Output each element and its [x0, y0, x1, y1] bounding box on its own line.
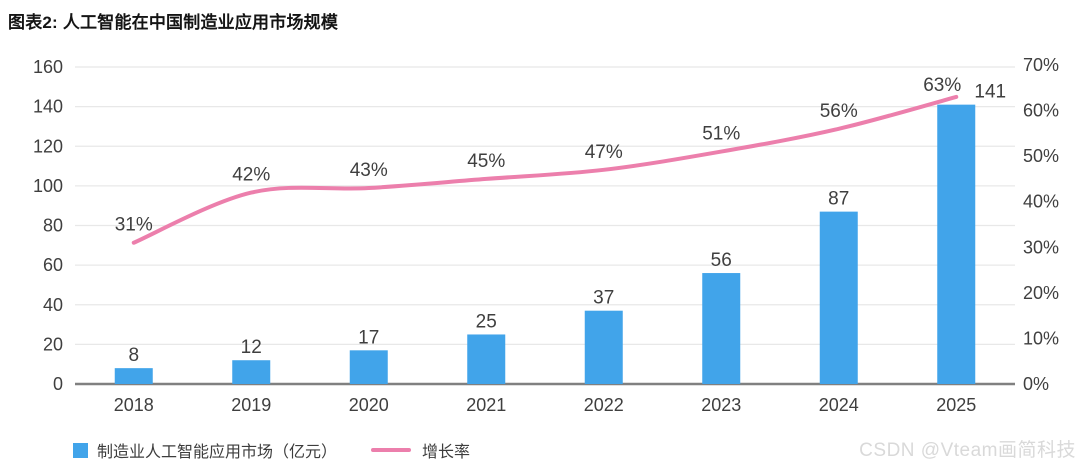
bar-value-label: 56: [711, 250, 732, 271]
bar-value-label: 8: [128, 345, 139, 366]
legend-item-line-series: 增长率: [337, 438, 470, 462]
x-axis-label: 2019: [231, 395, 271, 415]
right-axis-tick: 0%: [1023, 374, 1049, 394]
line-point-label: 51%: [702, 124, 740, 145]
bar-series-swatch-icon: [73, 442, 88, 458]
x-axis-label: 2021: [466, 395, 506, 415]
line-series-swatch-icon: [371, 448, 412, 452]
x-axis-label: 2023: [701, 395, 741, 415]
bar-value-label: 87: [828, 189, 849, 210]
line-point-label: 42%: [232, 165, 270, 186]
line-point-label: 63%: [923, 75, 961, 96]
bar: [584, 310, 623, 384]
legend-item-bar-series: 制造业人工智能应用市场（亿元）: [73, 438, 337, 462]
x-axis-label: 2022: [584, 395, 624, 415]
right-axis-tick: 60%: [1023, 101, 1059, 121]
bar: [114, 368, 153, 384]
line-point-label: 56%: [820, 101, 858, 122]
legend-label-bar-series: 制造业人工智能应用市场（亿元）: [97, 444, 338, 461]
growth-rate-line: [131, 94, 959, 245]
x-axis-label: 2020: [349, 395, 389, 415]
bar: [702, 273, 741, 384]
bar: [937, 104, 976, 385]
bar-value-label: 141: [974, 82, 1006, 103]
left-axis-tick: 60: [43, 255, 63, 275]
line-point-label: 47%: [585, 142, 623, 163]
left-axis-tick: 140: [33, 97, 63, 117]
bar-value-label: 37: [593, 288, 614, 309]
left-axis-tick: 100: [33, 176, 63, 196]
line-point-label: 45%: [467, 151, 505, 172]
chart-legend: 制造业人工智能应用市场（亿元） 增长率: [73, 438, 470, 462]
line-point-label: 31%: [115, 215, 153, 236]
left-axis-tick: 160: [33, 57, 63, 77]
legend-label-line-series: 增长率: [422, 444, 471, 461]
bar: [467, 334, 506, 384]
right-axis-tick: 20%: [1023, 283, 1059, 303]
left-axis-tick: 20: [43, 334, 63, 354]
right-axis-tick: 10%: [1023, 328, 1059, 348]
left-axis-tick: 120: [33, 136, 63, 156]
bar-value-label: 25: [476, 311, 497, 332]
right-axis-tick: 50%: [1023, 146, 1059, 166]
x-axis-label: 2025: [936, 395, 976, 415]
right-axis-tick: 40%: [1023, 192, 1059, 212]
left-axis-tick: 40: [43, 295, 63, 315]
right-axis-tick: 30%: [1023, 237, 1059, 257]
x-axis-label: 2018: [114, 395, 154, 415]
line-point-label: 43%: [350, 160, 388, 181]
watermark: CSDN @Vteam画简科技: [859, 440, 1076, 461]
left-axis-tick: 0: [53, 374, 63, 394]
bar: [232, 360, 271, 384]
left-axis-tick: 80: [43, 216, 63, 236]
bar-value-label: 12: [241, 337, 262, 358]
bar: [349, 350, 388, 384]
right-axis-tick: 70%: [1023, 55, 1059, 75]
bar: [819, 211, 858, 384]
chart-title: 图表2: 人工智能在中国制造业应用市场规模: [8, 13, 339, 32]
x-axis-label: 2024: [819, 395, 859, 415]
bar-value-label: 17: [358, 327, 379, 348]
